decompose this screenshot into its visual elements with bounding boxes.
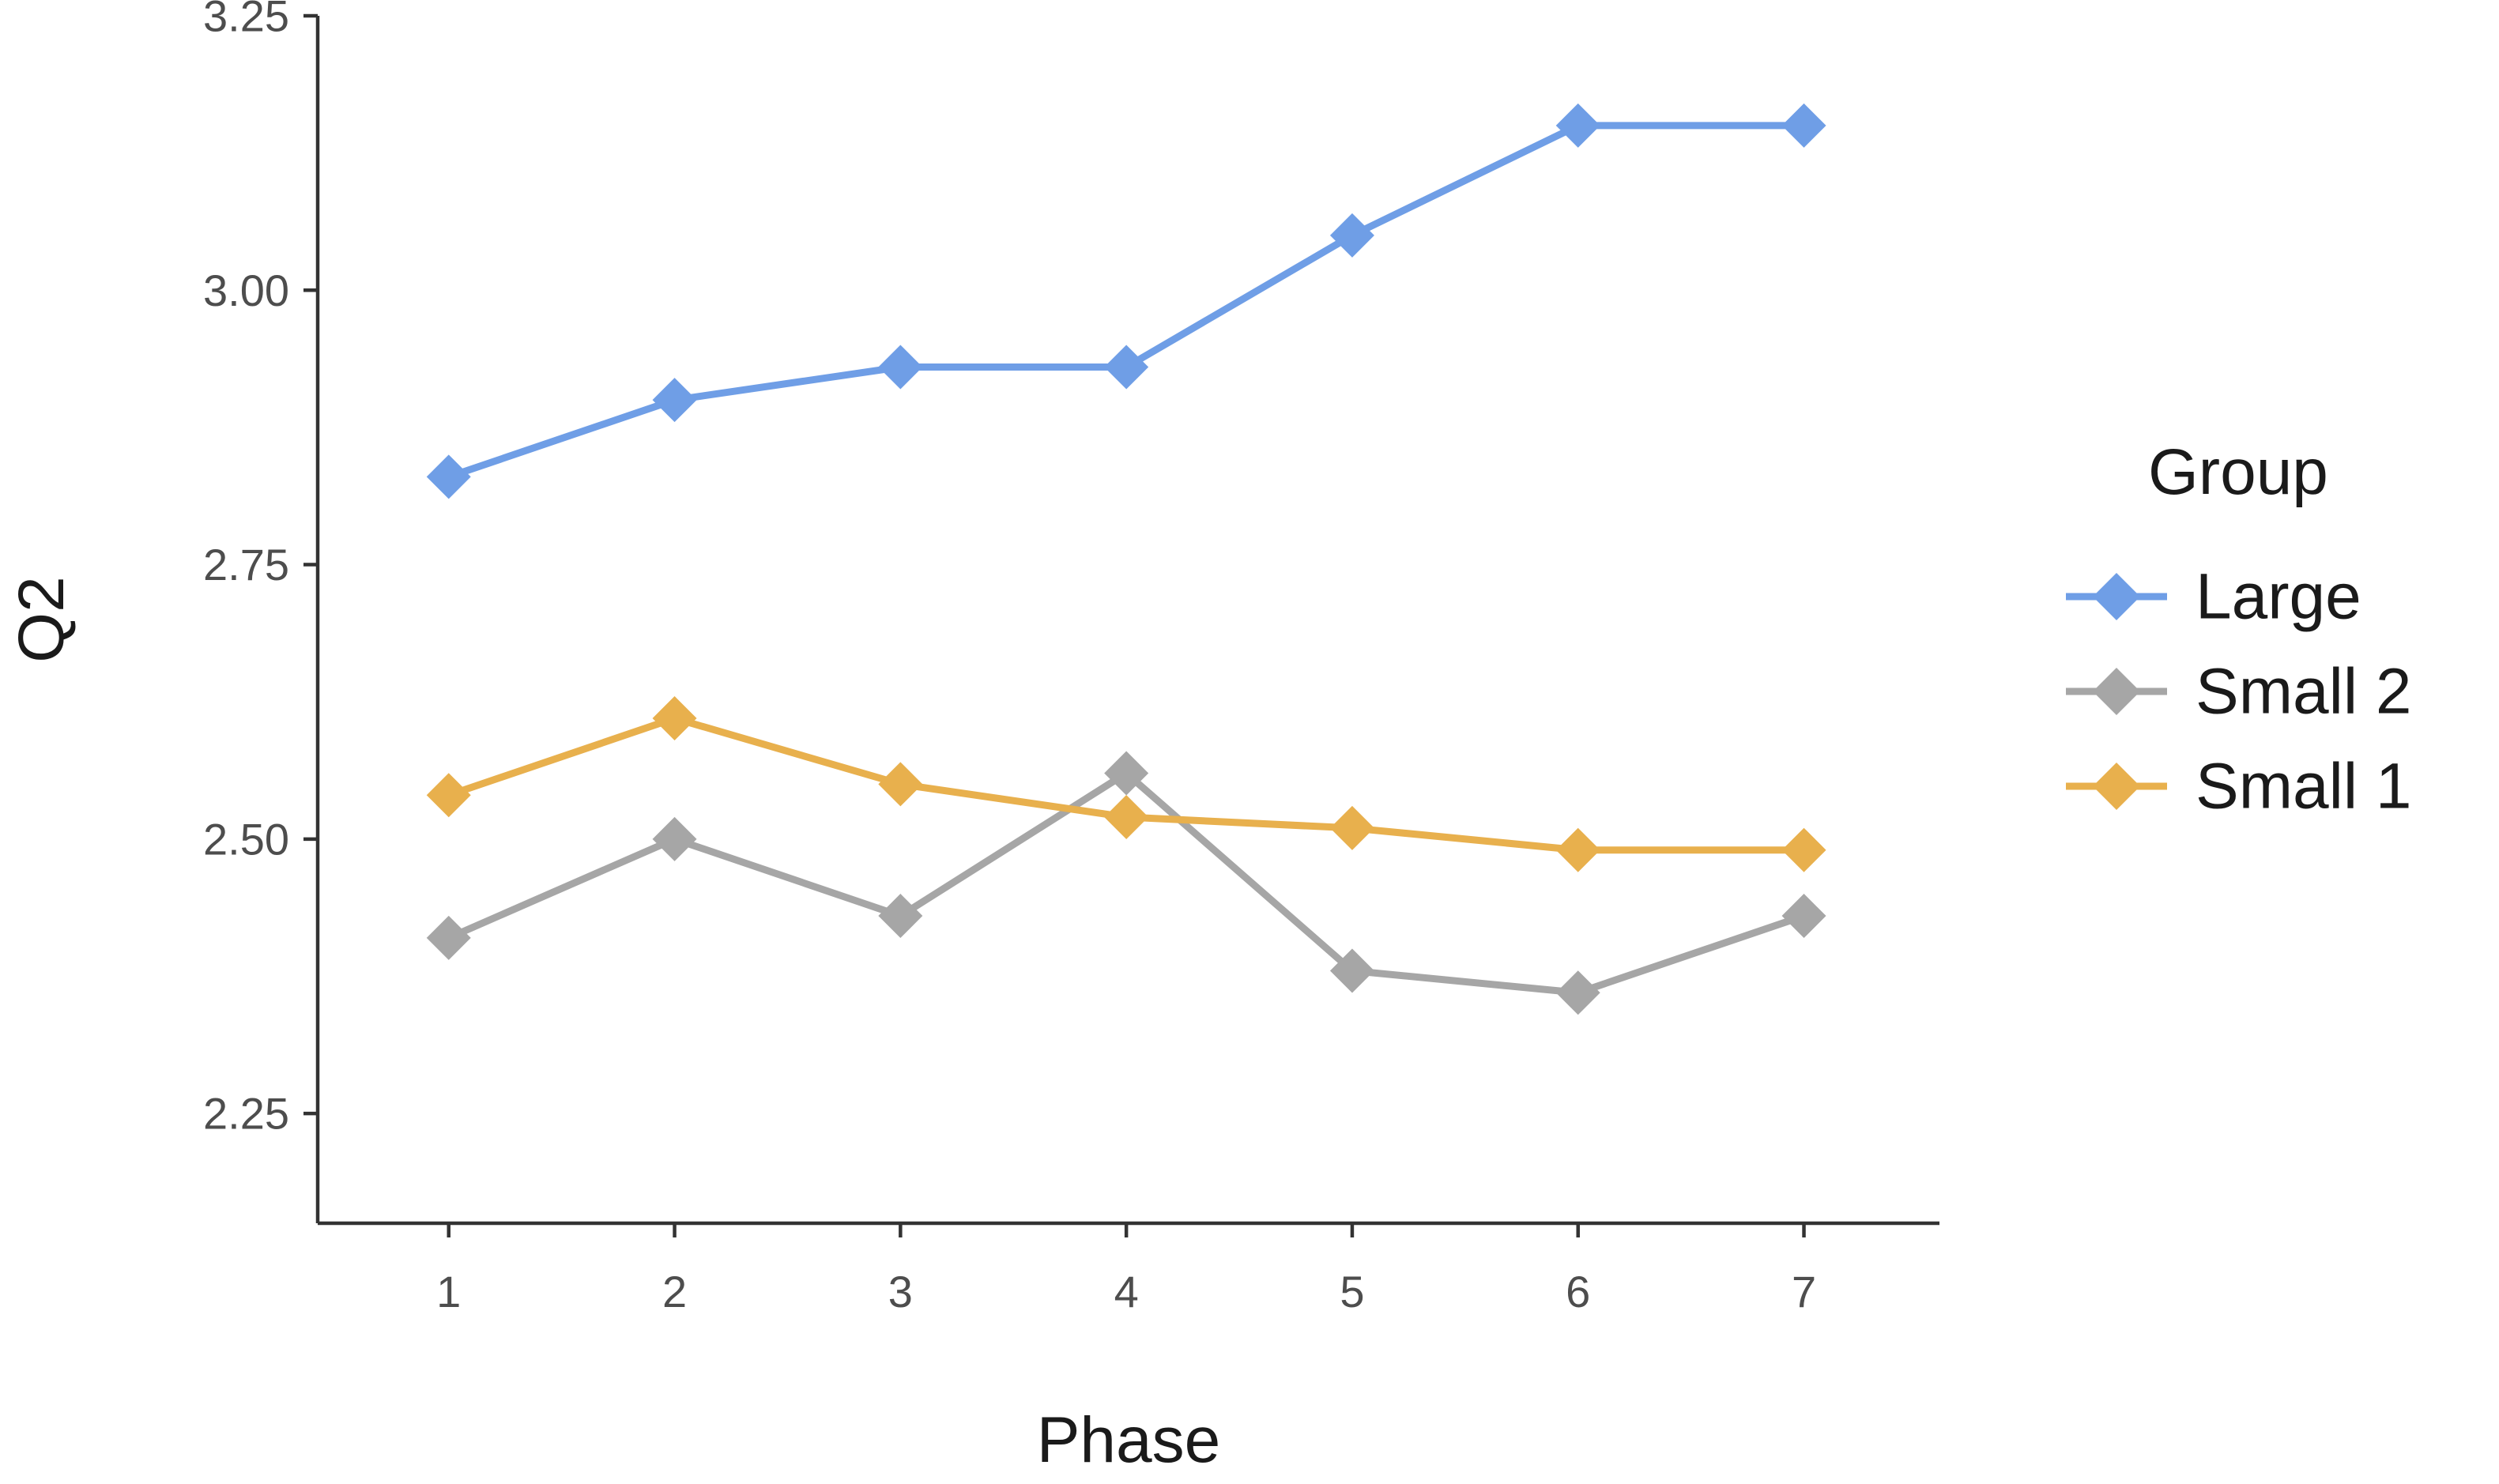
plot-area: 2.25 2.50 2.75 3.00 3.25 1 2 3 4 5 6 7 [203, 0, 1939, 1316]
legend-label: Small 1 [2196, 751, 2411, 823]
data-point [1329, 213, 1374, 258]
series-line [447, 122, 1804, 480]
data-point [1555, 970, 1600, 1015]
x-tick-label: 7 [1792, 1267, 1816, 1316]
data-point [1329, 805, 1374, 850]
data-point [878, 894, 923, 939]
data-point [426, 915, 471, 960]
x-axis-ticks: 1 2 3 4 5 6 7 [436, 1223, 1816, 1316]
legend-label: Large [2196, 561, 2361, 633]
y-axis-ticks: 2.25 2.50 2.75 3.00 3.25 [203, 0, 318, 1139]
series-small-1 [426, 696, 1826, 872]
data-point [878, 345, 923, 390]
x-tick-label: 6 [1566, 1267, 1590, 1316]
y-tick-label: 3.25 [203, 0, 289, 41]
legend-item: Large [2066, 561, 2361, 633]
x-tick-label: 2 [662, 1267, 687, 1316]
x-axis-title: Phase [1037, 1404, 1221, 1476]
y-tick-label: 3.00 [203, 266, 289, 315]
legend-key-marker [2093, 763, 2140, 810]
data-point [1781, 103, 1826, 148]
y-tick-label: 2.75 [203, 540, 289, 589]
legend-items: Large Small 2 Small 1 [2066, 561, 2411, 823]
data-point [426, 773, 471, 818]
series-large [426, 103, 1826, 499]
y-tick-label: 2.50 [203, 814, 289, 864]
data-point [878, 762, 923, 807]
data-point [1781, 827, 1826, 872]
legend-key-marker [2093, 668, 2140, 715]
x-tick-label: 1 [436, 1267, 461, 1316]
data-point [652, 816, 697, 861]
data-point [1555, 103, 1600, 148]
data-point [1555, 827, 1600, 872]
data-point [1329, 948, 1374, 993]
legend-label: Small 2 [2196, 656, 2411, 728]
data-point [1104, 795, 1149, 840]
data-point [1104, 751, 1149, 796]
data-point [1781, 894, 1826, 939]
data-point [1104, 345, 1149, 390]
data-point [652, 378, 697, 423]
y-tick-label: 2.25 [203, 1089, 289, 1139]
legend-key-marker [2093, 573, 2140, 620]
series-layer [426, 103, 1826, 1015]
legend-item: Small 1 [2066, 751, 2411, 823]
series-small-2 [426, 751, 1826, 1015]
x-tick-label: 3 [888, 1267, 913, 1316]
x-tick-label: 4 [1114, 1267, 1139, 1316]
data-point [426, 454, 471, 499]
x-tick-label: 5 [1340, 1267, 1364, 1316]
legend-item: Small 2 [2066, 656, 2411, 728]
y-axis-title: Q2 [6, 576, 77, 662]
legend: Group Large Small 2 Small 1 [2066, 436, 2411, 823]
data-point [652, 696, 697, 741]
legend-title: Group [2148, 436, 2328, 508]
